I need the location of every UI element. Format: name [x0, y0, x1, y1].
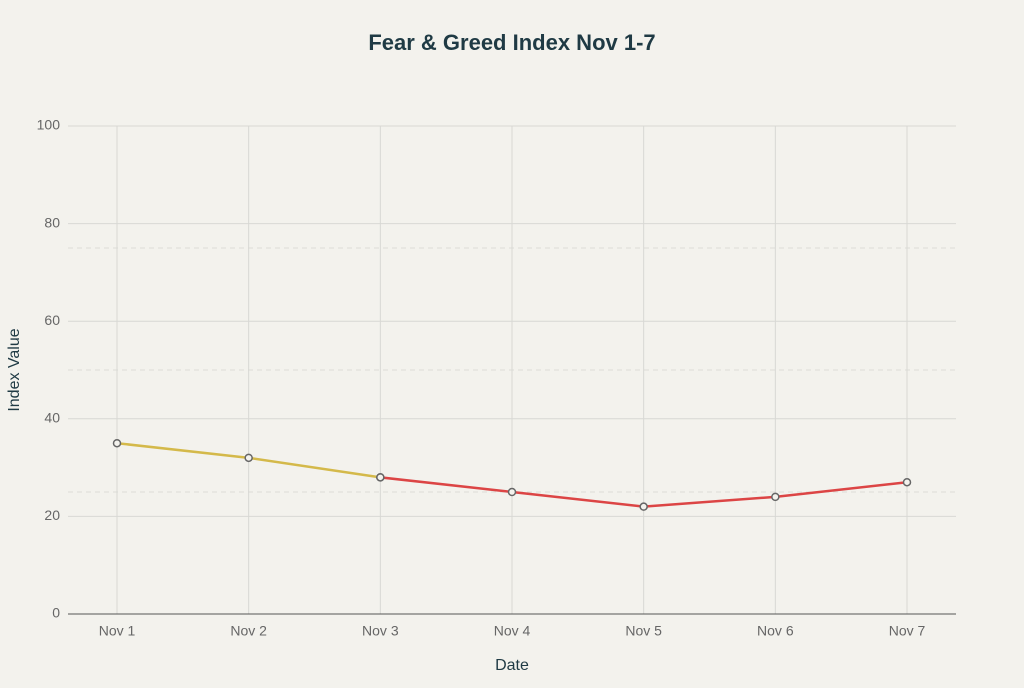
x-tick-label: Nov 7 — [889, 623, 926, 639]
data-point — [376, 473, 385, 482]
data-point — [507, 487, 517, 497]
data-point — [902, 477, 912, 487]
x-tick-label: Nov 4 — [494, 623, 531, 639]
y-tick-label: 100 — [37, 117, 61, 133]
x-tick-label: Nov 2 — [230, 623, 267, 639]
data-point — [771, 492, 780, 502]
y-tick-label: 20 — [44, 507, 60, 523]
data-point — [244, 453, 253, 463]
y-tick-label: 60 — [44, 312, 60, 328]
x-tick-label: Nov 1 — [99, 623, 136, 639]
x-tick-label: Nov 6 — [757, 623, 794, 639]
y-axis-label: Index Value — [6, 328, 23, 411]
y-tick-label: 40 — [44, 410, 60, 426]
x-tick-label: Nov 3 — [362, 623, 399, 639]
y-tick-label: 0 — [52, 605, 60, 621]
x-tick-label: Nov 5 — [625, 623, 662, 639]
chart-title: Fear & Greed Index Nov 1-7 — [368, 30, 655, 55]
x-axis-label: Date — [495, 657, 529, 674]
data-point — [639, 502, 648, 511]
data-point — [112, 438, 122, 448]
y-tick-label: 80 — [44, 214, 60, 230]
